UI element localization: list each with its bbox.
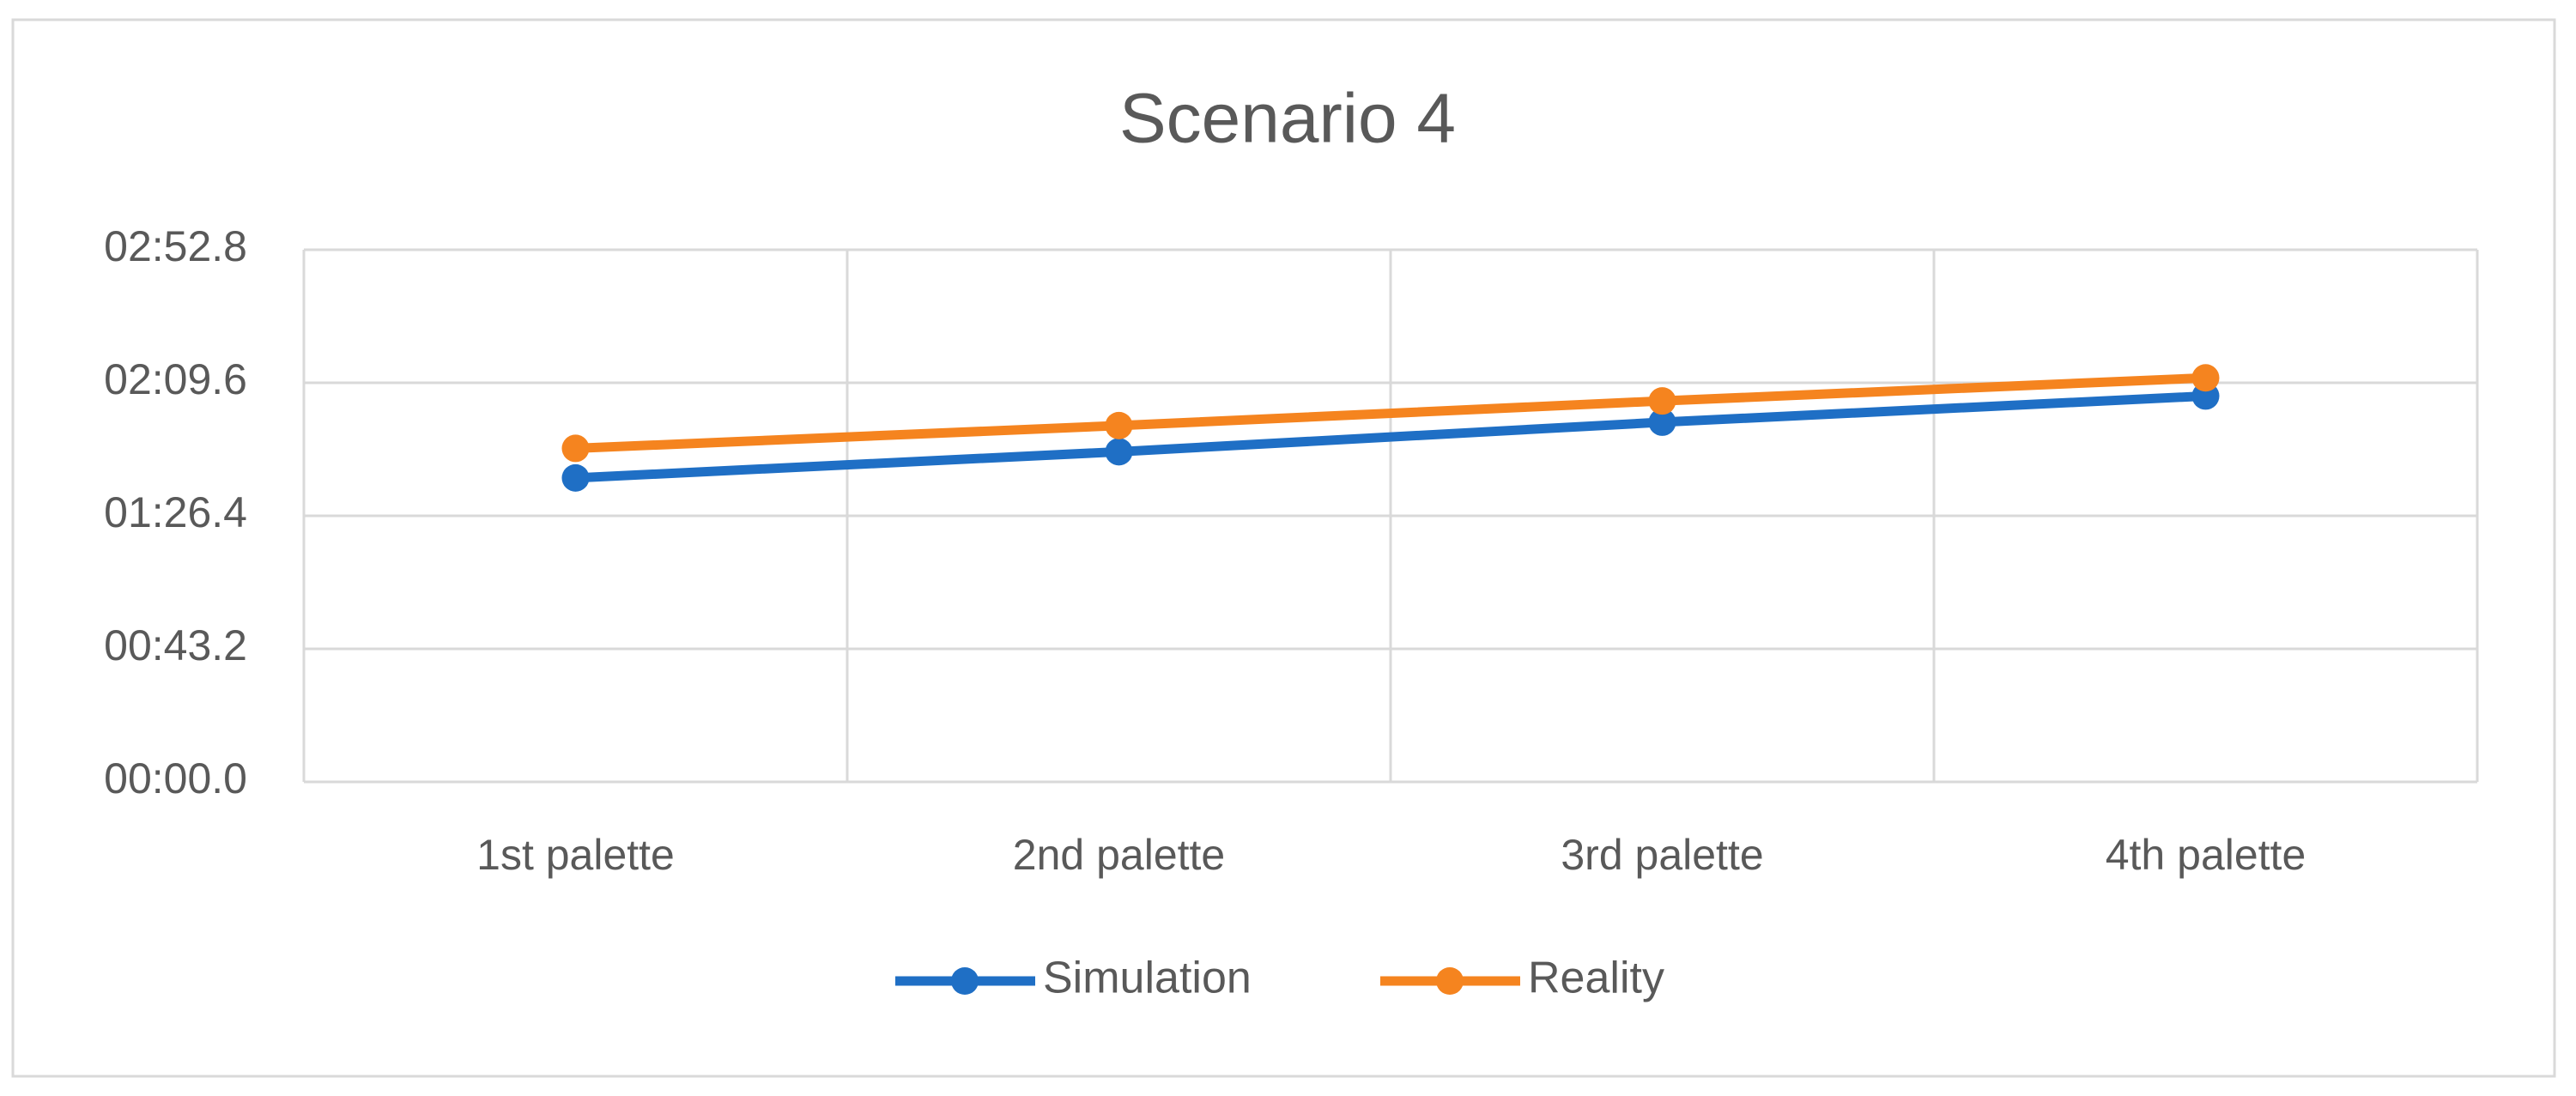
legend-label: Simulation [1043, 954, 1252, 1003]
x-tick-label: 2nd palette [1013, 831, 1225, 879]
y-tick-label: 00:00.0 [104, 754, 247, 802]
x-tick-label: 4th palette [2106, 831, 2306, 879]
marker [1105, 438, 1133, 466]
marker [1648, 387, 1676, 415]
legend-marker [1436, 967, 1464, 995]
y-tick-label: 02:52.8 [104, 222, 247, 270]
marker [1105, 411, 1133, 439]
legend-label: Reality [1528, 954, 1664, 1003]
chart-border [11, 18, 2556, 1078]
chart-title: Scenario 4 [1119, 80, 1456, 158]
marker [561, 463, 590, 492]
x-tick-label: 1st palette [476, 831, 675, 879]
marker [2191, 364, 2220, 392]
marker [561, 434, 590, 463]
y-tick-label: 01:26.4 [104, 488, 247, 536]
series-line [575, 372, 2206, 453]
marker [1648, 408, 1676, 436]
y-tick-label: 00:43.2 [104, 621, 247, 669]
series-line [575, 391, 2206, 483]
x-tick-label: 3rd palette [1561, 831, 1763, 879]
y-tick-label: 02:09.6 [104, 355, 247, 403]
legend-marker [951, 967, 979, 995]
